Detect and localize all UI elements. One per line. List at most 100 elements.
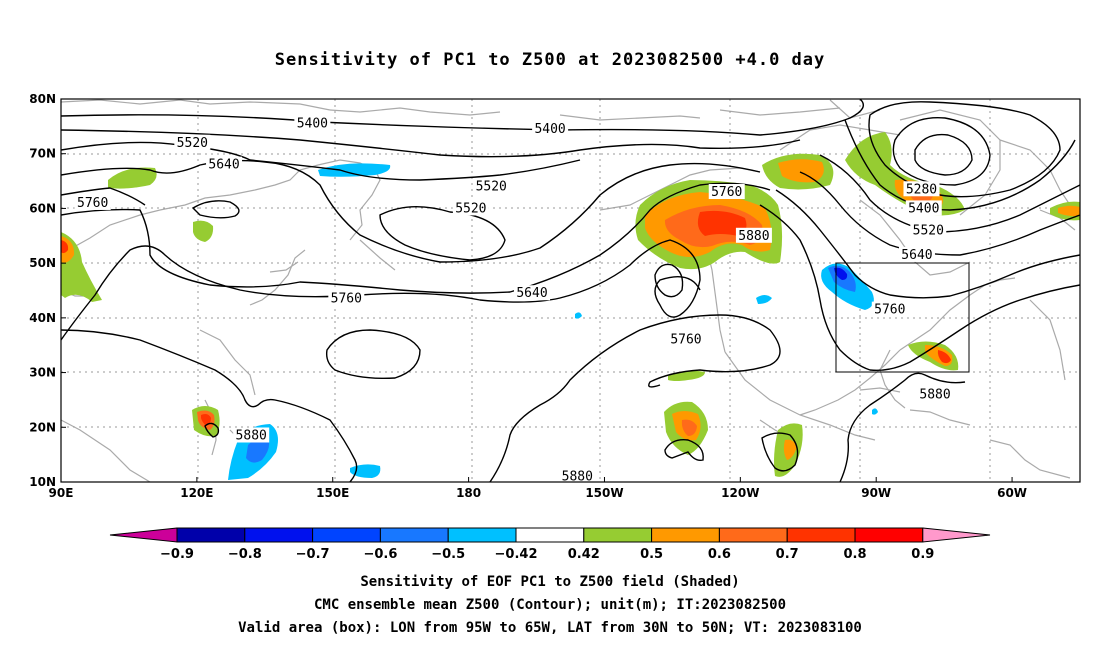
lon-tick-label: 90W [861, 486, 891, 500]
colorbar-label: −0.9 [160, 547, 194, 562]
positive-patch [908, 341, 959, 371]
negative-patch [318, 163, 391, 177]
colorbar-low-triangle [109, 527, 178, 543]
lat-tick-label: 80N [29, 92, 56, 106]
colorbar-segment [854, 527, 924, 543]
lat-tick-label: 20N [29, 420, 56, 434]
contour-label-bg [898, 246, 935, 262]
colorbar-segment [447, 527, 517, 543]
colorbar-label: −0.8 [228, 547, 262, 562]
positive-patch [108, 167, 157, 189]
colorbar-label: 0.8 [843, 547, 866, 562]
negative-patch [756, 295, 772, 304]
lon-tick-label: 180 [456, 486, 481, 500]
contour-label-bg [910, 222, 947, 238]
positive-patch [61, 232, 102, 302]
colorbar-label: 0.9 [911, 547, 934, 562]
contour-label: 5760 [77, 196, 108, 211]
contour-label: 5880 [919, 387, 950, 402]
contour-label: 5640 [516, 286, 547, 301]
contour-label: 5760 [670, 333, 701, 348]
colorbar-segment [651, 527, 720, 543]
negative-patch [872, 408, 878, 415]
colorbar-segment [583, 527, 653, 543]
lat-tick-label: 30N [29, 366, 56, 380]
lat-tick-label: 10N [29, 475, 56, 489]
contour-label: 5400 [908, 201, 939, 216]
contour-label-bg [903, 181, 940, 197]
contour-label-bg [905, 200, 942, 216]
contour-label-bg [328, 290, 365, 306]
contour-label: 5280 [906, 182, 937, 197]
contour-label: 5760 [874, 303, 905, 318]
lat-tick-label: 60N [29, 201, 56, 215]
contour-label-bg [294, 115, 331, 131]
z500-contours [61, 99, 1080, 482]
colorbar-label: 0.5 [640, 547, 663, 562]
colorbar: −0.9 −0.8 −0.7 −0.6 −0.5 −0.42 0.42 0.5 0.6 0.7 0.… [109, 527, 991, 562]
contour-label-bg [233, 427, 270, 443]
contour-label: 5880 [738, 229, 769, 244]
colorbar-segment [515, 527, 585, 543]
contour-label-bg [74, 194, 111, 210]
contour-labels: 5400 5400 5520 5640 5520 5760 5520 5760 5880 5280… [74, 115, 954, 485]
contour-label-bg [174, 134, 211, 150]
valid-area-box [835, 262, 970, 373]
contour-label-bg [532, 121, 569, 137]
contour-label: 5760 [331, 292, 362, 307]
chart-title: Sensitivity of PC1 to Z500 at 2023082500… [274, 50, 826, 70]
contour-label: 5520 [455, 201, 486, 216]
contour-label-bg [871, 301, 908, 317]
colorbar-label: 0.6 [708, 547, 731, 562]
contour-label-bg [559, 468, 596, 484]
negative-patch [350, 464, 381, 478]
coastlines [61, 99, 1080, 482]
positive-patch [1050, 201, 1080, 221]
latitude-labels: 80N 70N 60N 50N 40N 30N 20N 10N [29, 92, 66, 489]
map-frame [60, 98, 1081, 483]
caption-line-1: Sensitivity of EOF PC1 to Z500 field (Sh… [360, 574, 740, 590]
caption-line-3: Valid area (box): LON from 95W to 65W, L… [238, 620, 862, 636]
lon-tick-label: 120W [721, 486, 759, 500]
lon-tick-label: 60W [997, 486, 1027, 500]
contour-label-bg [917, 386, 954, 402]
negative-patch [575, 312, 582, 319]
contour-label-bg [667, 331, 704, 347]
positive-patch [193, 220, 214, 242]
lon-tick-label: 150W [585, 486, 623, 500]
positive-patch [774, 423, 803, 477]
contour-label: 5520 [476, 180, 507, 195]
lon-tick-label: 120E [180, 486, 213, 500]
colorbar-segment [718, 527, 788, 543]
contour-label: 5880 [562, 470, 593, 485]
positive-patch [192, 406, 220, 437]
colorbar-high-triangle [922, 527, 991, 543]
contour-label: 5400 [534, 122, 565, 137]
positive-patch [845, 132, 965, 216]
colorbar-label: −0.6 [363, 547, 397, 562]
contour-label-bg [206, 156, 243, 172]
colorbar-segment [379, 527, 449, 543]
colorbar-segment [244, 527, 314, 543]
colorbar-segment [312, 527, 381, 543]
contour-label: 5880 [236, 428, 267, 443]
positive-patch [664, 401, 708, 455]
contour-label-bg [452, 200, 489, 216]
lon-tick-label: 150E [316, 486, 349, 500]
colorbar-label: 0.42 [568, 547, 600, 562]
contour-label: 5520 [177, 136, 208, 151]
colorbar-segment [786, 527, 856, 543]
contour-label: 5640 [901, 248, 932, 263]
colorbar-label: −0.5 [431, 547, 465, 562]
contour-label-bg [473, 178, 510, 194]
contour-label: 5520 [913, 223, 944, 238]
longitude-labels: 90E 120E 150E 180 150W 120W 90W 60W [49, 477, 1027, 500]
contour-label: 5400 [297, 117, 328, 132]
contour-label-bg [735, 227, 772, 243]
colorbar-label: −0.42 [495, 547, 538, 562]
negative-patch [821, 263, 874, 310]
caption-line-2: CMC ensemble mean Z500 (Contour); unit(m… [313, 597, 786, 613]
lat-tick-label: 40N [29, 311, 56, 325]
colorbar-label: −0.7 [296, 547, 330, 562]
